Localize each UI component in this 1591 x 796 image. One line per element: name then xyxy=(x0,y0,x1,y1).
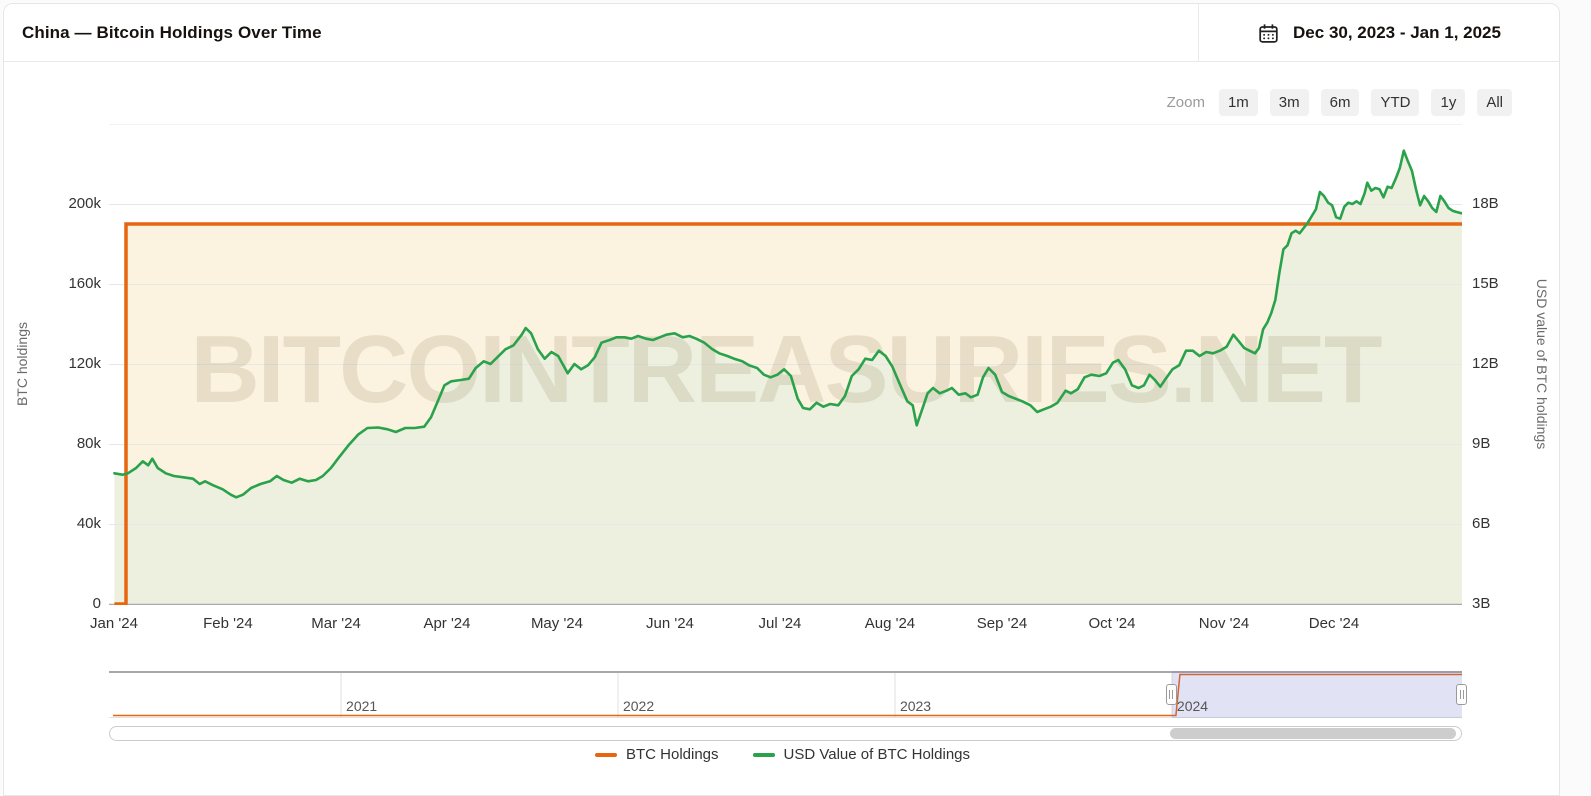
right-axis-tick-label: 18B xyxy=(1472,195,1499,212)
zoom-button-6m[interactable]: 6m xyxy=(1320,89,1360,116)
header: China — Bitcoin Holdings Over Time Dec 3… xyxy=(4,4,1559,62)
x-axis-tick-label: Oct '24 xyxy=(1088,615,1136,632)
zoom-button-1y[interactable]: 1y xyxy=(1431,89,1466,116)
right-axis-tick-label: 12B xyxy=(1472,355,1499,372)
right-axis-tick-label: 9B xyxy=(1472,435,1491,452)
x-axis-tick-label: Nov '24 xyxy=(1198,615,1250,632)
date-range-label: Dec 30, 2023 - Jan 1, 2025 xyxy=(1293,23,1501,42)
x-axis-tick-label: Jan '24 xyxy=(90,615,138,632)
zoom-label: Zoom xyxy=(1166,94,1205,111)
x-axis-tick-label: Mar '24 xyxy=(311,615,361,632)
left-axis-title: BTC holdings xyxy=(14,321,30,407)
navigator-btc-holdings-line xyxy=(113,673,1462,717)
legend-item[interactable]: BTC Holdings xyxy=(594,746,719,763)
zoom-button-3m[interactable]: 3m xyxy=(1269,89,1309,116)
legend-item-label: BTC Holdings xyxy=(625,746,719,763)
legend-item[interactable]: USD Value of BTC Holdings xyxy=(752,746,970,763)
left-axis-tick-label: 80k xyxy=(76,435,101,452)
navigator-year-label: 2021 xyxy=(346,698,378,714)
zoom-button-all[interactable]: All xyxy=(1477,89,1512,116)
x-axis-tick-label: Aug '24 xyxy=(864,615,916,632)
x-axis-tick-label: Jun '24 xyxy=(646,615,694,632)
legend: BTC Holdings USD Value of BTC Holdings xyxy=(4,746,1559,763)
x-axis-tick-label: Dec '24 xyxy=(1308,615,1360,632)
date-range-picker[interactable]: Dec 30, 2023 - Jan 1, 2025 xyxy=(1198,4,1559,62)
navigator-year-label: 2024 xyxy=(1176,698,1209,714)
calendar-icon xyxy=(1259,23,1278,43)
navigator-year-label: 2022 xyxy=(622,698,655,714)
navigator-scrollbar-thumb[interactable] xyxy=(1169,728,1456,739)
navigator-year-label: 2023 xyxy=(899,698,932,714)
header-divider xyxy=(1198,4,1199,62)
left-axis-tick-label: 160k xyxy=(68,275,101,292)
x-axis-tick-label: Feb '24 xyxy=(203,615,253,632)
navigator-scrollbar-track[interactable] xyxy=(109,726,1462,741)
navigator-right-handle[interactable] xyxy=(1456,684,1467,705)
main-chart-plot[interactable]: BITCOINTREASURIES.NET xyxy=(109,124,1462,605)
right-axis-tick-label: 3B xyxy=(1472,595,1491,612)
watermark: BITCOINTREASURIES.NET xyxy=(190,316,1381,423)
navigator-left-handle[interactable] xyxy=(1165,684,1177,705)
left-axis-tick-label: 120k xyxy=(68,355,101,372)
usd-value-area-fill xyxy=(114,150,1462,604)
left-axis-tick-label: 40k xyxy=(76,515,101,532)
zoom-toolbar: Zoom 1m 3m 6m YTD 1y All xyxy=(1167,89,1512,116)
legend-marker-icon xyxy=(594,752,617,757)
right-axis-tick-label: 6B xyxy=(1472,515,1491,532)
zoom-button-1m[interactable]: 1m xyxy=(1218,89,1258,116)
usd-value-line xyxy=(113,149,1462,499)
x-axis-tick-label: May '24 xyxy=(530,615,583,632)
zoom-button-ytd[interactable]: YTD xyxy=(1371,89,1420,116)
legend-item-label: USD Value of BTC Holdings xyxy=(783,746,970,763)
legend-marker-icon xyxy=(752,752,775,757)
x-axis-tick-label: Sep '24 xyxy=(976,615,1028,632)
x-axis-tick-label: Jul '24 xyxy=(758,615,802,632)
page-title: China — Bitcoin Holdings Over Time xyxy=(22,23,322,42)
chart-card: China — Bitcoin Holdings Over Time Dec 3… xyxy=(3,3,1560,796)
x-axis-tick-label: Apr '24 xyxy=(423,615,471,632)
navigator-selected-range[interactable] xyxy=(1171,671,1462,718)
left-axis-tick-label: 0 xyxy=(92,595,101,612)
btc-holdings-line xyxy=(114,222,1462,605)
right-axis-tick-label: 15B xyxy=(1472,275,1499,292)
left-axis-tick-label: 200k xyxy=(68,195,101,212)
